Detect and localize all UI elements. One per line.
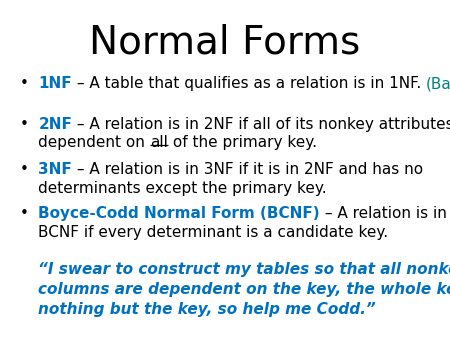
Text: “I swear to construct my tables so that all nonkey
columns are dependent on the : “I swear to construct my tables so that … <box>38 262 450 317</box>
Text: •: • <box>20 162 29 177</box>
Text: •: • <box>20 206 29 221</box>
Text: 3NF: 3NF <box>38 162 72 177</box>
Text: BCNF if every determinant is a candidate key.: BCNF if every determinant is a candidate… <box>38 225 388 240</box>
Text: Boyce-Codd Normal Form (BCNF): Boyce-Codd Normal Form (BCNF) <box>38 206 320 221</box>
Text: – A relation is in 2NF if all of its nonkey attributes are: – A relation is in 2NF if all of its non… <box>72 117 450 131</box>
Text: Normal Forms: Normal Forms <box>90 24 360 62</box>
Text: – A table that qualifies as a relation is in 1NF.: – A table that qualifies as a relation i… <box>72 76 426 91</box>
Text: •: • <box>20 117 29 131</box>
Text: 1NF: 1NF <box>38 76 72 91</box>
Text: 2NF: 2NF <box>38 117 72 131</box>
Text: of the primary key.: of the primary key. <box>168 135 317 150</box>
Text: (Back): (Back) <box>426 76 450 91</box>
Text: dependent on: dependent on <box>38 135 150 150</box>
Text: – A relation is in: – A relation is in <box>320 206 447 221</box>
Text: determinants except the primary key.: determinants except the primary key. <box>38 181 327 196</box>
Text: – A relation is in 3NF if it is in 2NF and has no: – A relation is in 3NF if it is in 2NF a… <box>72 162 423 177</box>
Text: •: • <box>20 76 29 91</box>
Text: all: all <box>150 135 168 150</box>
